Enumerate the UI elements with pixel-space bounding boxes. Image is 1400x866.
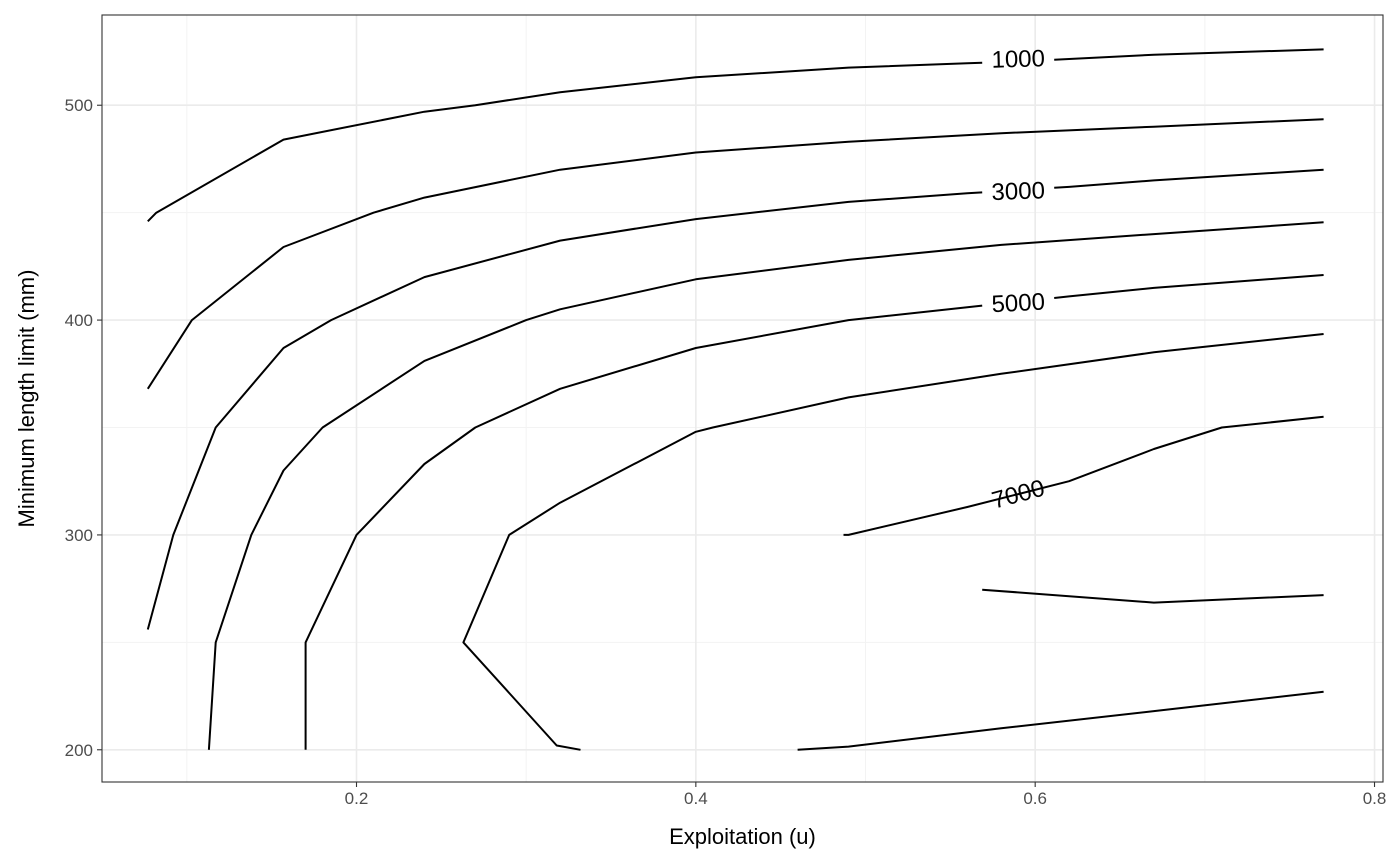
- contour-line-5000: [304, 304, 983, 750]
- contour-line-7000: [843, 415, 1324, 536]
- y-tick-label: 200: [65, 741, 93, 760]
- minor-gridlines: [102, 15, 1383, 782]
- contour-label-5000: 5000: [991, 289, 1046, 319]
- contour-lines: [146, 48, 1324, 751]
- contour-line-3000: [146, 191, 983, 630]
- x-tick-label: 0.4: [684, 789, 708, 808]
- x-axis-title: Exploitation (u): [669, 824, 816, 849]
- x-tick-label: 0.8: [1363, 789, 1387, 808]
- contour-line-4000: [207, 221, 1324, 750]
- contour-label-3000: 3000: [991, 177, 1045, 206]
- y-tick-label: 400: [65, 311, 93, 330]
- y-tick-label: 500: [65, 96, 93, 115]
- x-axis-ticks: 0.2 0.4 0.6 0.8: [345, 782, 1387, 808]
- y-axis-ticks: 200 300 400 500: [65, 96, 102, 760]
- contour-line-3000: [1054, 168, 1324, 189]
- contour-line-7000: [982, 588, 1324, 604]
- y-axis-title: Minimum length limit (mm): [14, 270, 39, 528]
- y-tick-label: 300: [65, 526, 93, 545]
- major-gridlines: [102, 15, 1383, 782]
- contour-line-2000: [146, 118, 1324, 390]
- contour-line-7000: [797, 690, 1324, 751]
- contour-line-1000: [147, 61, 983, 223]
- x-tick-label: 0.2: [345, 789, 369, 808]
- x-tick-label: 0.6: [1023, 789, 1047, 808]
- plot-panel-border: [101, 14, 1384, 783]
- contour-label-1000: 1000: [991, 45, 1045, 73]
- contour-line-5000: [1054, 274, 1324, 299]
- contour-line-1000: [1054, 48, 1324, 61]
- contour-line-6000: [462, 333, 1324, 751]
